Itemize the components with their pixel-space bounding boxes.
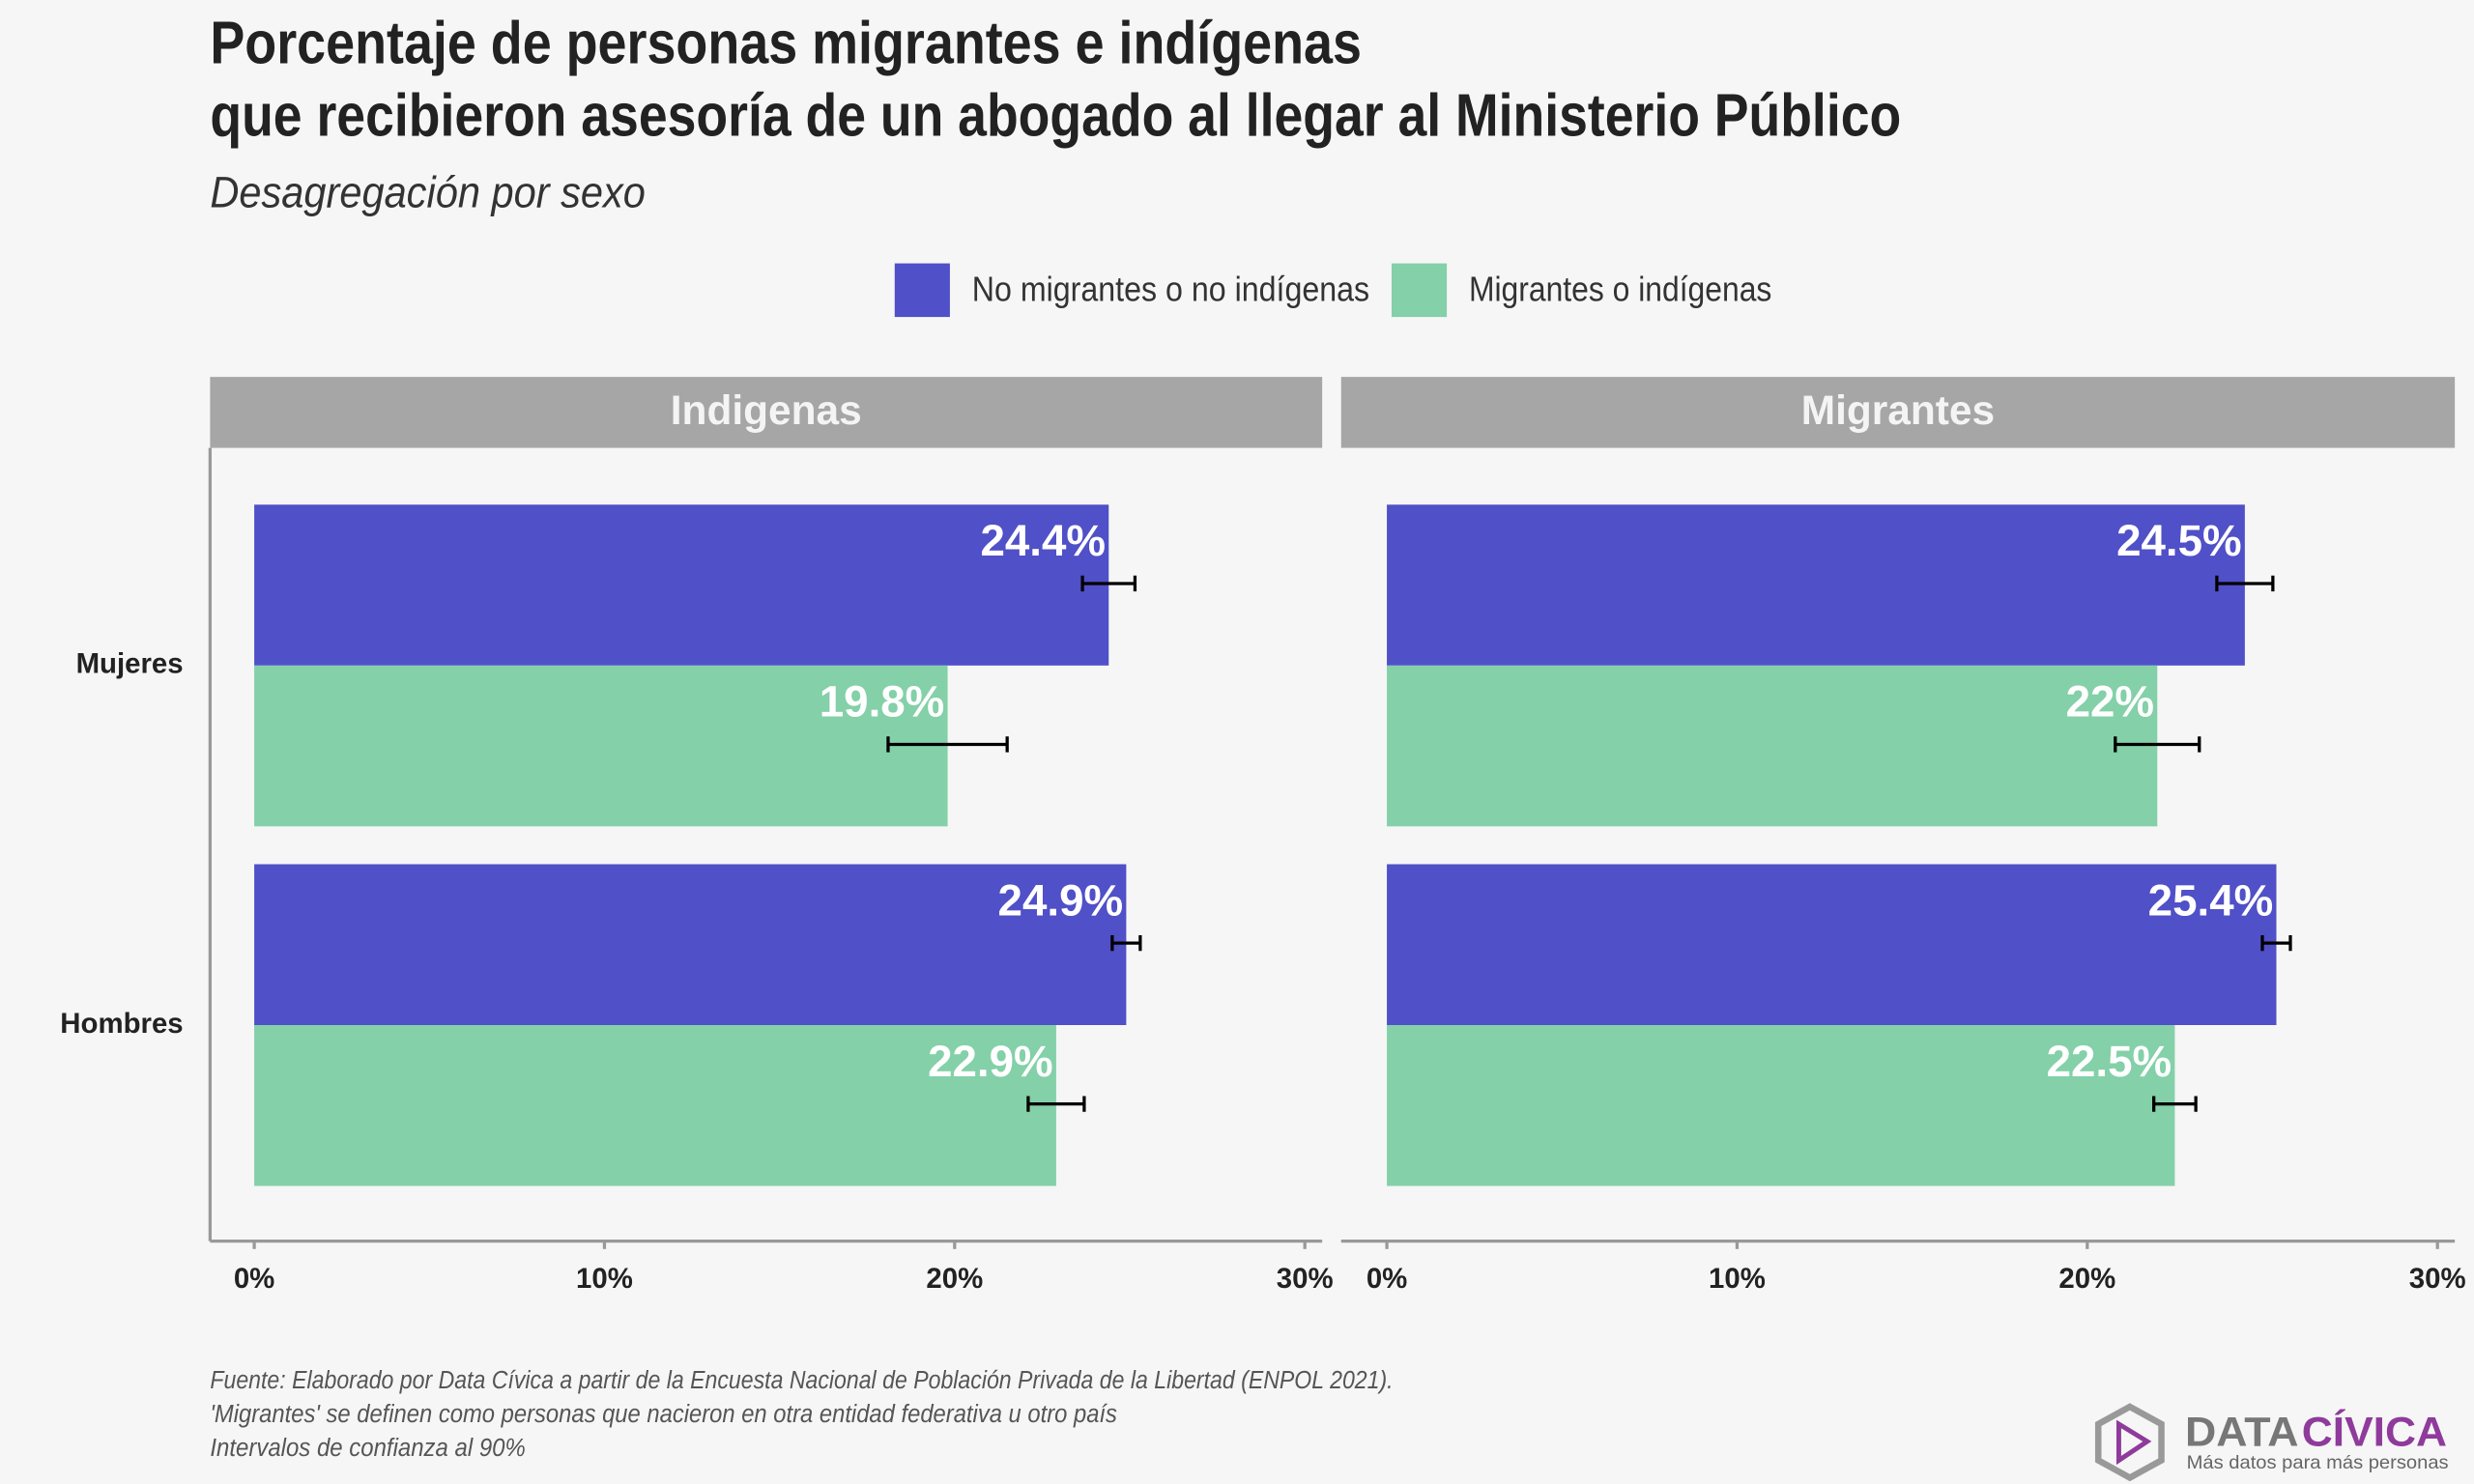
- x-tick-label: 20%: [926, 1263, 983, 1295]
- bar: [1387, 1024, 2175, 1186]
- logo-tagline: Más datos para más personas: [2187, 1452, 2449, 1473]
- y-tick-label: Mujeres: [76, 648, 184, 680]
- x-tick-label: 0%: [234, 1263, 274, 1295]
- value-label: 24.5%: [2116, 516, 2242, 565]
- logo-play: [2116, 1419, 2152, 1466]
- logo-text: CÍVICA: [2302, 1410, 2447, 1455]
- logo-text: DATA: [2185, 1410, 2299, 1455]
- footnote: Intervalos de confianza al 90%: [210, 1433, 525, 1462]
- legend-label: No migrantes o no indígenas: [972, 269, 1369, 308]
- error-bar: [1026, 1096, 1086, 1112]
- bar: [1387, 665, 2158, 827]
- chart-title: Porcentaje de personas migrantes e indíg…: [210, 10, 1362, 76]
- logo-hexagon: [2094, 1403, 2165, 1482]
- x-tick-label: 0%: [1366, 1263, 1407, 1295]
- legend-swatch: [1391, 263, 1448, 318]
- error-bar: [1080, 575, 1137, 592]
- chart-subtitle: Desagregación por sexo: [210, 167, 646, 216]
- legend-swatch: [894, 263, 950, 318]
- logo: DATA CÍVICA Más datos para más personas: [2094, 1403, 2449, 1482]
- error-bar: [2152, 1096, 2198, 1112]
- value-label: 22.5%: [2047, 1037, 2172, 1086]
- error-bar: [2114, 736, 2201, 753]
- value-label: 22.9%: [928, 1037, 1053, 1086]
- footnote: Fuente: Elaborado por Data Cívica a part…: [210, 1365, 1393, 1394]
- bar: [254, 665, 948, 827]
- bar: [1387, 504, 2245, 666]
- facet-title: Indigenas: [671, 387, 862, 433]
- value-label: 24.9%: [998, 875, 1124, 925]
- chart-title: que recibieron asesoría de un abogado al…: [210, 82, 1901, 149]
- facet-strip: [210, 377, 1323, 448]
- error-bar: [1110, 934, 1142, 952]
- bar: [254, 504, 1109, 666]
- error-bar: [2215, 575, 2275, 592]
- facet-strip: [1340, 377, 2456, 448]
- value-label: 24.4%: [980, 516, 1106, 565]
- value-label: 22%: [2066, 677, 2154, 727]
- error-bar: [886, 736, 1009, 753]
- x-tick-label: 10%: [576, 1263, 633, 1295]
- value-label: 19.8%: [820, 677, 945, 727]
- x-tick-label: 20%: [2058, 1263, 2115, 1295]
- value-label: 25.4%: [2148, 875, 2274, 925]
- legend-label: Migrantes o indígenas: [1469, 269, 1771, 308]
- bar: [1387, 864, 2277, 1025]
- y-tick-label: Hombres: [60, 1008, 183, 1040]
- x-tick-label: 10%: [1709, 1263, 1766, 1295]
- bar: [254, 1024, 1056, 1186]
- bar: [254, 864, 1127, 1025]
- x-tick-label: 30%: [2409, 1263, 2466, 1295]
- footnote: 'Migrantes' se definen como personas que…: [210, 1399, 1117, 1428]
- error-bar: [2260, 934, 2292, 952]
- x-tick-label: 30%: [1277, 1263, 1334, 1295]
- facet-title: Migrantes: [1801, 387, 1995, 433]
